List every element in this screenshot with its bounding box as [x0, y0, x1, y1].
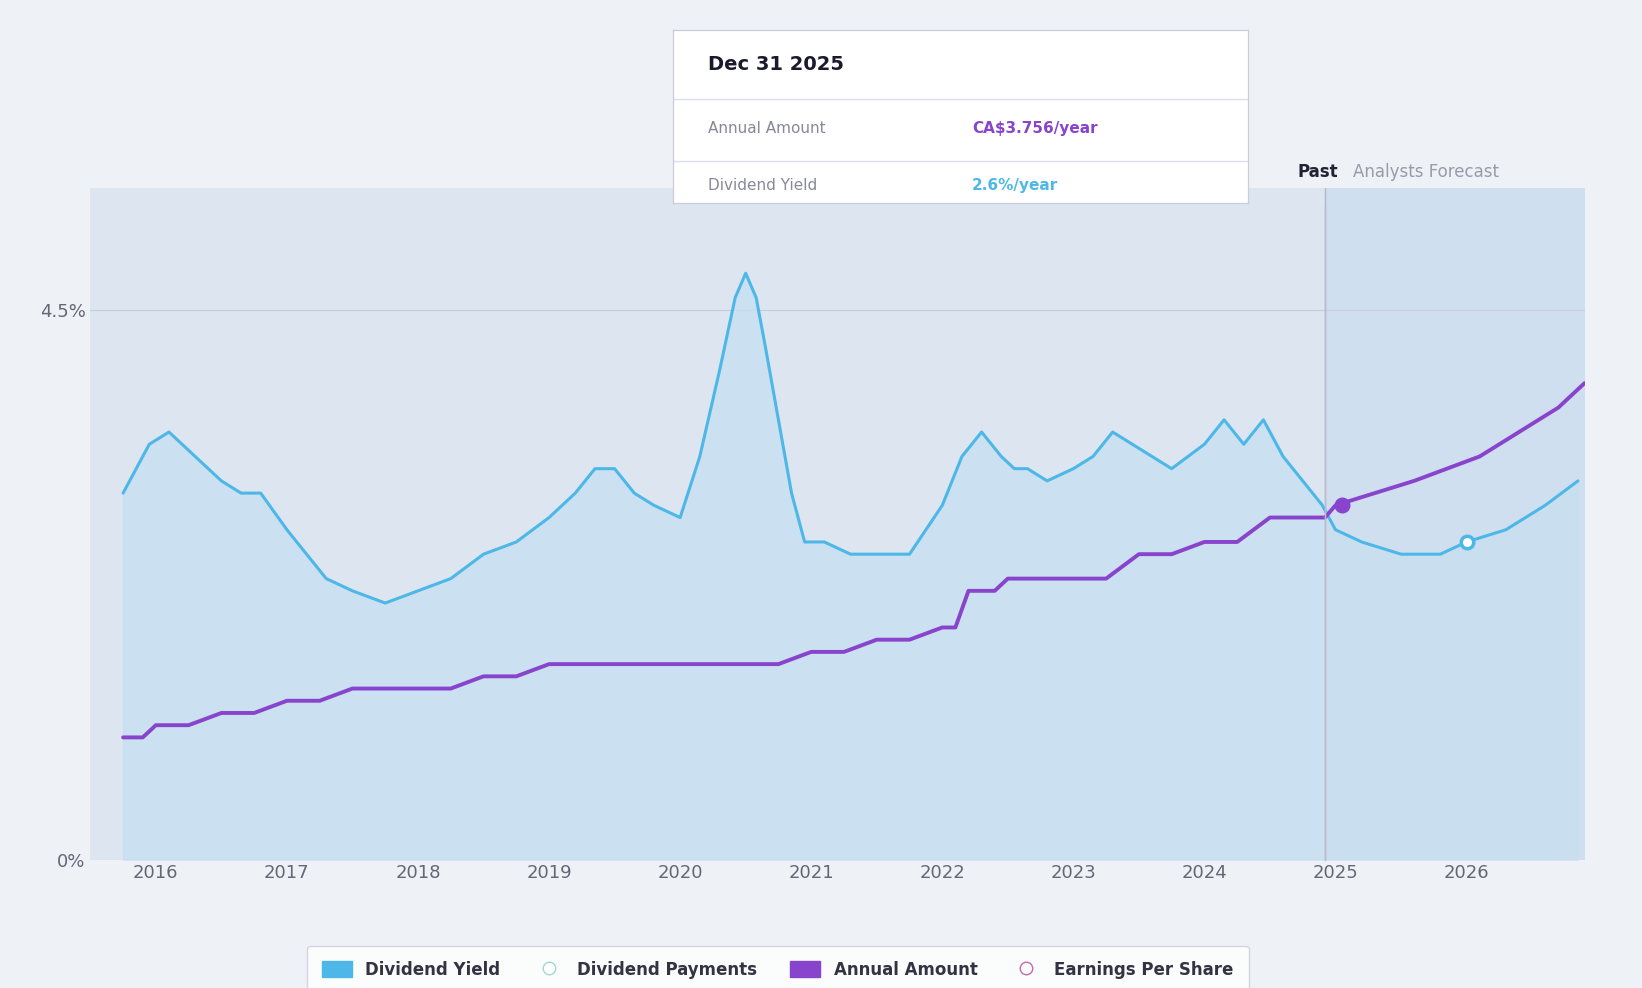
Text: Dec 31 2025: Dec 31 2025 — [708, 54, 844, 74]
Text: CA$3.756/year: CA$3.756/year — [972, 121, 1098, 135]
Text: 2.6%/year: 2.6%/year — [972, 178, 1059, 193]
Text: Dividend Yield: Dividend Yield — [708, 178, 818, 193]
Bar — [1325, 188, 1585, 860]
Text: Past: Past — [1297, 163, 1338, 181]
Text: Annual Amount: Annual Amount — [708, 121, 826, 135]
Text: Analysts Forecast: Analysts Forecast — [1353, 163, 1499, 181]
Legend: Dividend Yield, Dividend Payments, Annual Amount, Earnings Per Share: Dividend Yield, Dividend Payments, Annua… — [307, 946, 1248, 988]
